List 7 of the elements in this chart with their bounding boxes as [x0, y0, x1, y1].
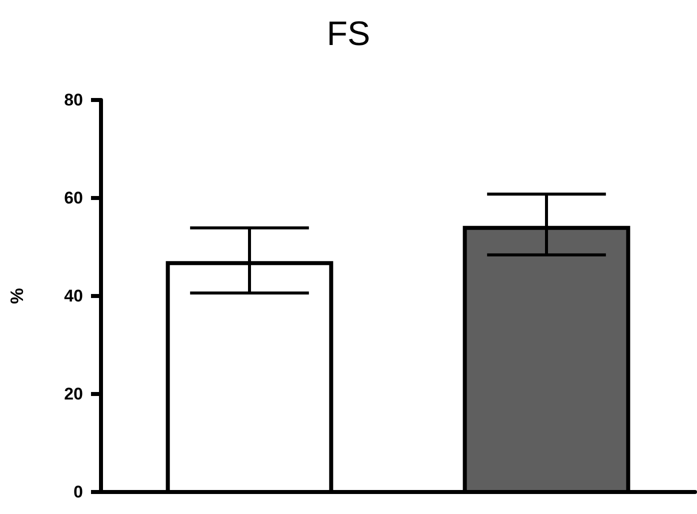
- y-tick-label: 40: [64, 286, 83, 306]
- y-tick-label: 0: [74, 482, 83, 502]
- y-tick-label: 20: [64, 384, 83, 404]
- y-tick-label: 60: [64, 188, 83, 208]
- chart-title: FS: [326, 15, 370, 53]
- y-tick-label: 80: [64, 90, 83, 110]
- y-axis-title: %: [7, 288, 27, 304]
